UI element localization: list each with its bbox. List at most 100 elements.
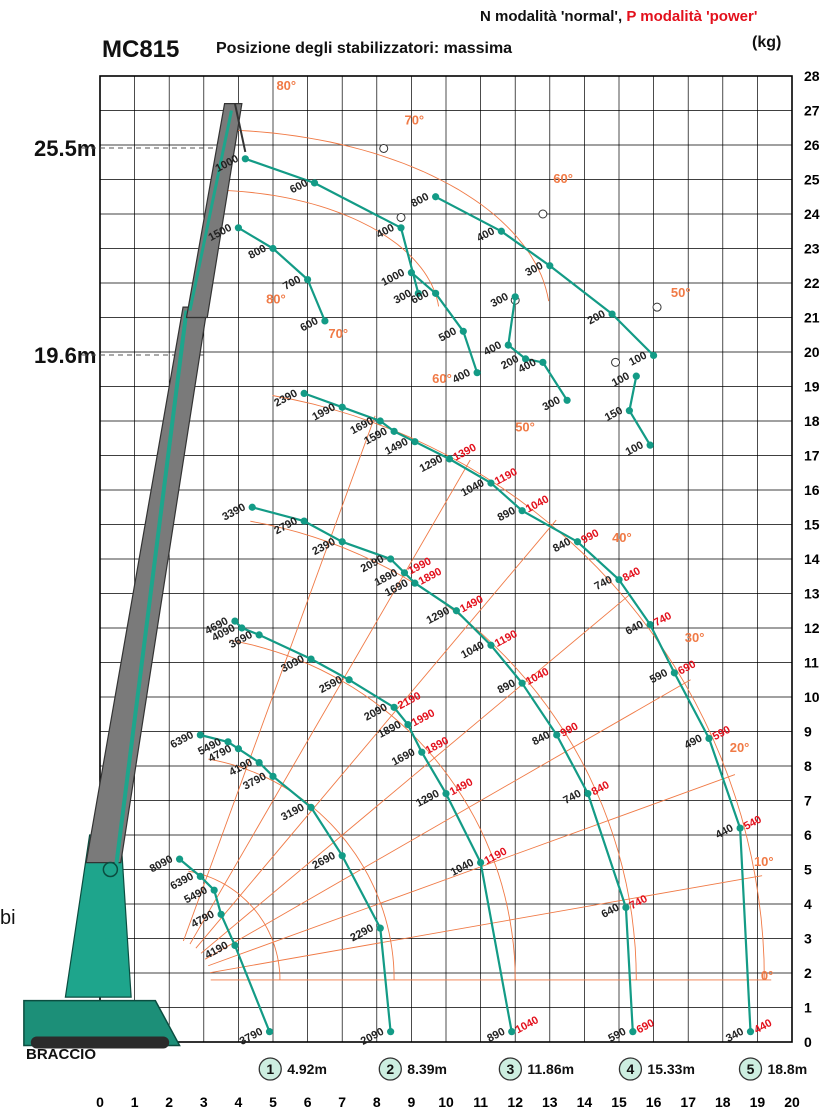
x-tick-label: 12 <box>507 1094 523 1110</box>
load-point <box>304 275 312 284</box>
load-value-normal: 1890 <box>376 719 403 741</box>
load-value-power: 2190 <box>396 690 423 712</box>
load-value-normal: 3190 <box>279 801 306 823</box>
load-point <box>608 310 616 318</box>
reach-marker-circle <box>618 1057 643 1081</box>
load-value-normal: 400 <box>516 356 538 375</box>
grid-frame <box>99 75 793 1043</box>
y-tick-label: 11 <box>804 655 819 671</box>
load-point <box>376 924 384 932</box>
boom-angle-lines: 80° 70° 60° 50° 80° 70° 60° 50° 40° 30° 20° 10° 0° <box>182 78 774 983</box>
load-point <box>376 417 384 425</box>
reach-marker-number: 5 <box>747 1061 755 1077</box>
load-value-normal: 700 <box>281 274 303 293</box>
load-point <box>234 745 242 753</box>
x-tick-label: 16 <box>646 1094 662 1110</box>
x-tick-label: 17 <box>680 1094 696 1110</box>
load-point <box>459 327 467 335</box>
load-point <box>338 852 346 860</box>
load-value-normal: 640 <box>624 619 646 638</box>
load-point <box>175 855 184 863</box>
y-tick-label: 2 <box>804 965 812 981</box>
load-point <box>432 193 440 201</box>
load-point <box>217 910 225 918</box>
load-point <box>452 607 460 615</box>
x-tick-label: 3 <box>200 1094 208 1110</box>
y-tick-label: 23 <box>804 241 820 257</box>
x-tick-label: 20 <box>784 1094 800 1110</box>
load-curves <box>175 155 755 1036</box>
model-title: MC815 <box>102 36 180 63</box>
load-point <box>307 803 315 812</box>
reach-marker-label: 8.39m <box>407 1061 447 1077</box>
y-tick-label: 13 <box>804 586 820 602</box>
load-point <box>231 941 239 950</box>
load-point <box>622 903 630 912</box>
load-point <box>646 620 654 629</box>
load-value-normal: 400 <box>451 367 473 386</box>
y-tick-label: 8 <box>804 758 812 774</box>
y-tick-label: 1 <box>804 1000 812 1016</box>
y-tick-label: 9 <box>804 724 812 740</box>
load-point <box>508 1028 516 1036</box>
load-point <box>432 289 440 297</box>
y-tick-label: 21 <box>804 310 820 326</box>
load-point <box>521 355 530 363</box>
load-point <box>255 631 263 639</box>
angle-ray <box>204 679 691 960</box>
load-point <box>414 289 422 297</box>
angle-label: 60° <box>553 171 573 186</box>
load-point <box>310 179 319 187</box>
load-value-normal: 6390 <box>168 870 195 892</box>
load-value-normal: 890 <box>496 505 518 524</box>
load-value-normal: 2090 <box>362 701 389 723</box>
y-tick-label: 12 <box>804 620 820 636</box>
y-tick-label: 3 <box>804 931 812 947</box>
load-value-normal: 3390 <box>220 501 247 523</box>
main-boom <box>85 306 208 864</box>
load-point <box>390 427 398 435</box>
load-value-normal: 1000 <box>380 267 407 289</box>
load-value-normal: 2790 <box>272 515 299 537</box>
y-tick-label: 24 <box>804 206 820 222</box>
load-point <box>196 872 204 881</box>
load-point <box>248 503 256 511</box>
load-point <box>563 396 571 404</box>
y-tick-label: 7 <box>804 793 812 809</box>
angle-label: 70° <box>404 112 424 127</box>
jib-angle-arc <box>237 129 550 302</box>
crane-track <box>30 1036 170 1049</box>
load-point <box>411 579 419 587</box>
mode-power-label: P modalità 'power' <box>626 8 758 25</box>
load-value-normal: 200 <box>586 308 608 327</box>
load-point <box>646 441 654 449</box>
angle-label: 80° <box>276 78 296 93</box>
load-value-power: 690 <box>635 1017 657 1036</box>
x-tick-label: 7 <box>338 1094 346 1110</box>
load-point <box>477 859 485 867</box>
hook-circle <box>538 209 548 219</box>
load-value-normal: 2590 <box>317 674 344 696</box>
outrigger-subtitle: Posizione degli stabilizzatori: massima <box>216 40 513 57</box>
x-tick-label: 6 <box>304 1094 312 1110</box>
y-tick-label: 5 <box>804 862 812 878</box>
load-value-normal: 590 <box>648 667 670 686</box>
load-value-normal: 800 <box>247 243 269 262</box>
angle-label: 50° <box>671 285 691 300</box>
load-value-normal: 600 <box>409 287 431 306</box>
load-value-normal: 1290 <box>425 605 452 627</box>
load-point <box>650 351 658 360</box>
load-value-power: 1890 <box>424 735 451 757</box>
y-tick-label: 26 <box>804 137 820 153</box>
load-point <box>390 703 398 711</box>
load-point <box>241 155 249 163</box>
load-value-normal: 1490 <box>383 436 410 458</box>
reach-marker-circle <box>498 1057 523 1081</box>
load-value-normal: 840 <box>530 729 552 748</box>
x-tick-label: 10 <box>438 1094 454 1110</box>
load-value-normal: 840 <box>551 536 573 555</box>
jib-angle-arc <box>227 190 440 307</box>
load-point <box>307 655 315 663</box>
main-curve-4 <box>251 506 634 1032</box>
load-point <box>196 731 204 739</box>
